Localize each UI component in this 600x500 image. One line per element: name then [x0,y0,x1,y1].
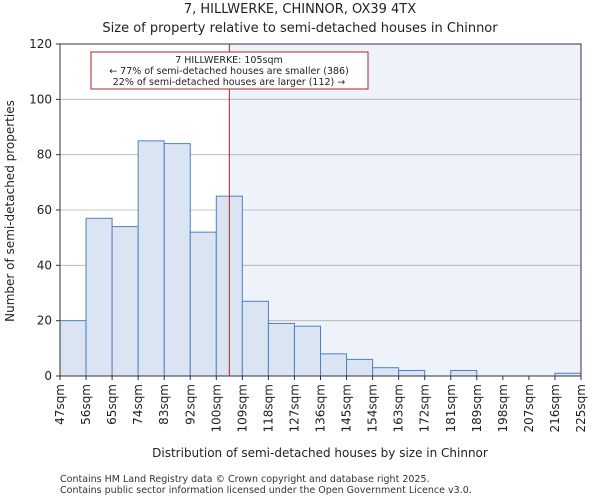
x-tick-label: 56sqm [79,384,93,425]
bar [241,300,269,377]
x-tick-label: 225sqm [574,384,588,432]
y-tick-label: 120 [29,37,52,51]
bar [346,358,374,377]
bar [320,353,348,377]
chart-title: 7, HILLWERKE, CHINNOR, OX39 4TX [184,2,416,17]
bar [450,369,478,377]
bar [85,217,113,377]
x-tick-label: 154sqm [366,384,380,432]
x-tick-label: 65sqm [105,384,119,425]
bar [163,143,191,377]
footer-line-2: Contains public sector information licen… [60,485,472,496]
bar [293,325,322,377]
y-tick-label: 100 [29,92,52,106]
x-tick-label: 74sqm [131,384,145,425]
y-tick-label: 20 [37,314,52,328]
footer-line-1: Contains HM Land Registry data © Crown c… [60,474,430,485]
x-tick-label: 47sqm [53,384,67,425]
x-tick-label: 109sqm [235,384,249,432]
x-tick-label: 118sqm [261,384,275,432]
annotation-line-3: 22% of semi-detached houses are larger (… [113,77,346,88]
x-tick-label: 189sqm [470,384,484,432]
x-tick-label: 127sqm [287,384,301,432]
annotation-box: 7 HILLWERKE: 105sqm ← 77% of semi-detach… [90,51,369,90]
y-tick-label: 80 [37,148,52,162]
x-tick-label: 207sqm [522,384,536,432]
bar [111,226,139,377]
x-tick-label: 172sqm [418,384,432,432]
plot-frame [59,43,582,377]
annotation-line-1: 7 HILLWERKE: 105sqm [175,55,283,66]
y-ticks: 0 20 40 60 80 100 120 [29,37,60,383]
x-tick-label: 83sqm [157,384,171,425]
x-axis-label: Distribution of semi-detached houses by … [152,446,488,460]
x-tick-label: 92sqm [183,384,197,425]
bar [189,231,217,377]
x-tick-label: 198sqm [496,384,510,432]
bar [398,369,426,377]
bar [372,367,400,377]
y-axis-label: Number of semi-detached properties [3,100,17,322]
y-tick-label: 40 [37,258,52,272]
x-tick-label: 163sqm [392,384,406,432]
x-ticks: 47sqm 56sqm 65sqm 74sqm 83sqm 92sqm 100sqm 109s… [53,376,588,432]
y-tick-label: 0 [44,369,52,383]
bar [137,140,165,377]
bar [267,322,295,377]
bar [59,320,87,377]
x-tick-label: 181sqm [444,384,458,432]
x-tick-label: 216sqm [548,384,562,432]
y-tick-label: 60 [37,203,52,217]
annotation-line-2: ← 77% of semi-detached houses are smalle… [109,66,349,77]
chart-subtitle: Size of property relative to semi-detach… [102,21,498,36]
x-tick-label: 100sqm [209,384,223,432]
x-tick-label: 136sqm [314,384,328,432]
x-tick-label: 145sqm [340,384,354,432]
